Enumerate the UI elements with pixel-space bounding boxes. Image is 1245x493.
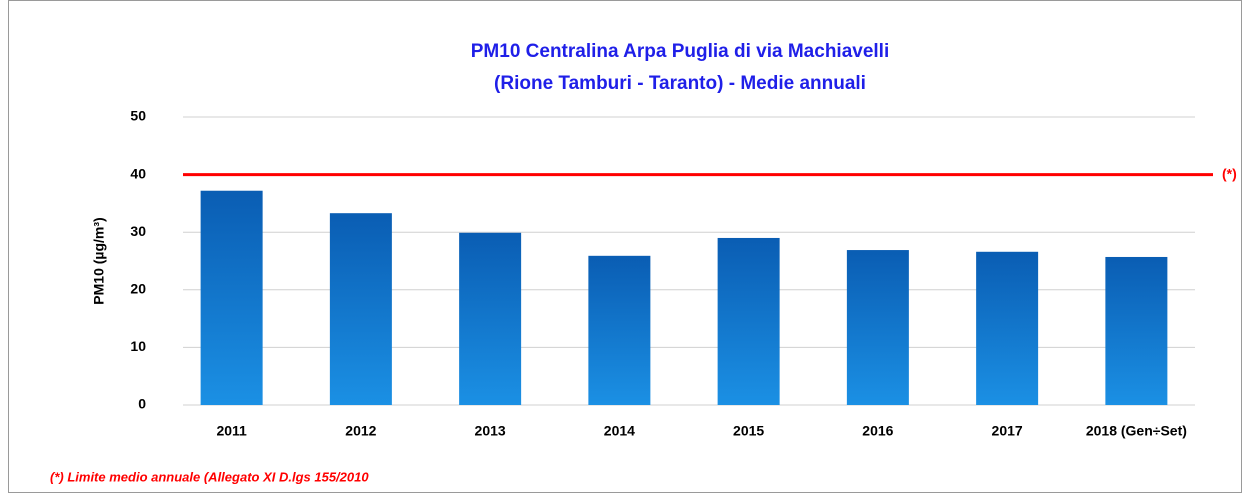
x-tick-label: 2012 [345,423,376,439]
reference-label: (*) [1222,165,1237,181]
y-axis-label: PM10 (µg/m³) [91,217,107,304]
x-tick-label: 2017 [992,423,1023,439]
x-tick-label: 2011 [216,423,247,439]
bar [200,190,263,405]
y-tick-label: 50 [130,108,146,124]
bar [717,237,780,405]
x-tick-label: 2018 (Gen÷Set) [1086,423,1187,439]
chart-title: (Rione Tamburi - Taranto) - Medie annual… [494,73,866,94]
bar [846,250,909,405]
bar [588,255,651,405]
chart-title: PM10 Centralina Arpa Puglia di via Machi… [471,41,890,62]
y-tick-label: 40 [130,165,146,181]
bar [329,213,392,405]
x-tick-label: 2014 [604,423,635,439]
bar [1105,256,1168,405]
y-tick-label: 20 [130,281,146,297]
x-tick-label: 2015 [733,423,764,439]
footnote: (*) Limite medio annuale (Allegato XI D.… [50,469,369,484]
x-tick-label: 2013 [475,423,506,439]
x-tick-label: 2016 [862,423,893,439]
y-tick-label: 10 [130,338,146,354]
y-tick-label: 0 [138,396,146,412]
bar [976,251,1039,405]
y-tick-label: 30 [130,223,146,239]
bar [459,232,522,405]
